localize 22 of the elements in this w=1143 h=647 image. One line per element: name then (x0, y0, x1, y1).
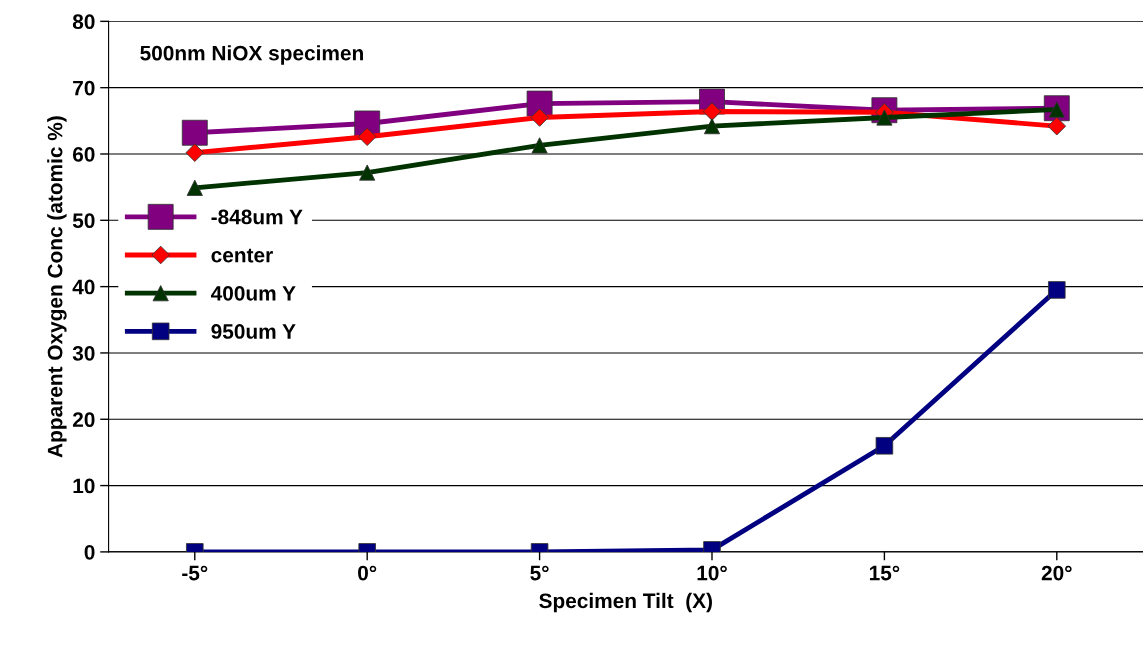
x-tick-label: 0° (358, 565, 377, 581)
y-tick-label: 80 (72, 14, 95, 30)
y-tick-label: 30 (72, 345, 95, 361)
legend-label: center (211, 248, 273, 263)
y-tick-label: 70 (73, 80, 95, 96)
legend-label: -848um Y (211, 209, 303, 225)
x-tick-label: 5° (530, 565, 549, 581)
y-tick-label: 60 (72, 146, 95, 162)
annotation: 500nm NiOX specimen (140, 45, 363, 65)
y-tick-label: 10 (73, 478, 95, 494)
legend-label: 950um Y (211, 324, 296, 339)
y-tick-label: 50 (72, 213, 95, 229)
x-tick-label: -5° (182, 565, 208, 581)
y-tick-label: 40 (72, 279, 95, 295)
x-tick-label: 20° (1041, 565, 1072, 581)
y-tick-label: 20 (72, 412, 95, 428)
y-axis-title: Apparent Oxygen Conc (atomic %) (47, 116, 67, 458)
x-tick-label: 15° (869, 565, 900, 581)
y-tick-label: 0 (84, 544, 95, 560)
x-axis-title: Specimen Tilt (X) (539, 592, 712, 613)
x-tick-label: 10° (697, 565, 727, 581)
legend-label: 400um Y (210, 285, 296, 301)
